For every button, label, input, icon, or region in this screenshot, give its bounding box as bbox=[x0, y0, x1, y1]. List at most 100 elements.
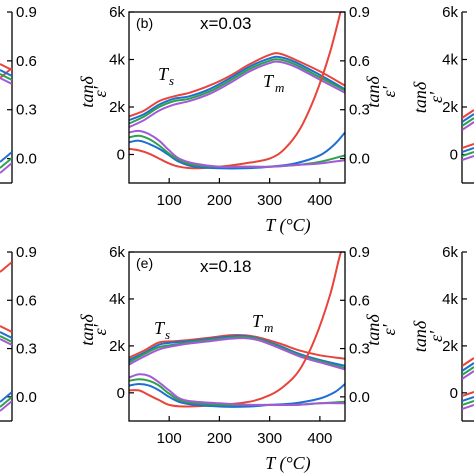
y-left-label: ε' bbox=[90, 85, 110, 97]
composition-annotation: x=0.18 bbox=[200, 257, 252, 276]
right-edge-stub bbox=[462, 151, 474, 157]
right-edge-stub bbox=[462, 121, 474, 131]
plot-frame bbox=[128, 251, 346, 422]
left-edge-stub bbox=[0, 157, 12, 169]
tan-line-0 bbox=[129, 252, 343, 408]
feature-label-tm: T m bbox=[252, 311, 273, 335]
svg-text:ε': ε' bbox=[90, 85, 110, 97]
x-tick-label: 400 bbox=[307, 192, 332, 209]
panel-b-plot: 100 200 300 400 0 2k 4k 6k 0.0 0.3 0.6 0.9 bbox=[109, 4, 370, 209]
y-left-tick-label: 6k bbox=[109, 244, 125, 261]
y-left-tick-label: 0 bbox=[117, 147, 125, 164]
left-edge-stub bbox=[0, 151, 12, 163]
right-edge-stub bbox=[462, 109, 474, 119]
left-edge-stub bbox=[0, 400, 12, 412]
right-edge-stub bbox=[462, 143, 474, 149]
panel-e-plot: 100 200 300 400 0 2k 4k 6k 0.0 0.3 0.6 0.9 bbox=[109, 244, 370, 447]
right-edge-tick-label: 4k bbox=[442, 52, 458, 69]
right-edge-tick-label: 0 bbox=[450, 385, 458, 402]
y-left-tick-label: 2k bbox=[109, 338, 125, 355]
svg-text:T: T bbox=[263, 71, 275, 91]
y-right-label: tanδ bbox=[77, 314, 97, 346]
left-edge-tick-label: 0.6 bbox=[16, 53, 37, 70]
feature-label-ts: T s bbox=[154, 318, 170, 342]
series-group bbox=[129, 12, 345, 170]
left-edge-stub bbox=[0, 338, 12, 346]
left-edge-stub bbox=[0, 261, 12, 273]
svg-text:m: m bbox=[275, 80, 284, 95]
permittivity-line-2 bbox=[129, 58, 345, 125]
right-edge-ylabel-eps: ε' bbox=[426, 91, 446, 103]
left-edge-panel-0: 0.0 0.3 0.6 0.9 bbox=[0, 4, 37, 184]
tan-line-3 bbox=[129, 373, 345, 407]
right-edge-tick-label: 2k bbox=[442, 99, 458, 116]
left-edge-stub bbox=[0, 69, 12, 77]
left-edge-stub bbox=[0, 73, 12, 81]
y-right-tick-label: 0.6 bbox=[349, 53, 370, 70]
x-axis-label: T (°C) bbox=[265, 215, 310, 236]
left-edge-stub bbox=[0, 77, 12, 85]
y-right-tick-label: 0.0 bbox=[349, 151, 370, 168]
right-edge-ylabel-eps-text: ε' bbox=[426, 330, 446, 342]
right-edge-ylabel-tan-text: tanδ bbox=[410, 81, 430, 113]
right-edge-tick-label: 6k bbox=[442, 4, 458, 21]
left-edge-tick-label: 0.0 bbox=[16, 389, 37, 406]
y-right-label: tanδ bbox=[77, 76, 97, 108]
svg-text:tanδ: tanδ bbox=[77, 314, 97, 346]
right-edge-ylabel-tan-text: tanδ bbox=[410, 320, 430, 352]
svg-text:m: m bbox=[264, 320, 273, 335]
right-edge-tick-label: 4k bbox=[442, 291, 458, 308]
y-right-tick-label: 0.9 bbox=[349, 4, 370, 21]
x-tick-label: 300 bbox=[257, 430, 282, 447]
right-edge-stub bbox=[462, 147, 474, 153]
y-right-tick-label: 0.0 bbox=[349, 389, 370, 406]
right-edge-stub bbox=[462, 113, 474, 123]
x-tick-label: 200 bbox=[207, 192, 232, 209]
tan-line-1 bbox=[129, 131, 345, 170]
left-edge-stub bbox=[0, 391, 12, 403]
y-right-label-right-axis: tanδ bbox=[363, 314, 383, 346]
series-group bbox=[129, 252, 345, 408]
x-tick-label: 300 bbox=[257, 192, 282, 209]
right-edge-stub bbox=[462, 362, 474, 372]
y-left-tick-label: 0 bbox=[117, 385, 125, 402]
chart-marks: 100 200 300 400 0 2k 4k 6k 0.0 0.3 0.6 0.9 0.0 0.3 0.6… bbox=[0, 4, 474, 447]
tan-line-1 bbox=[129, 382, 345, 408]
y-right-tick-label: 0.6 bbox=[349, 292, 370, 309]
y-right-tick-label: 0.3 bbox=[349, 341, 370, 358]
svg-text:T: T bbox=[158, 64, 170, 84]
svg-text:s: s bbox=[169, 73, 174, 88]
left-edge-series bbox=[0, 261, 12, 412]
left-edge-stub bbox=[0, 331, 12, 339]
feature-label-ts: T s bbox=[158, 64, 174, 88]
x-tick-label: 400 bbox=[307, 430, 332, 447]
y-left-tick-label: 4k bbox=[109, 291, 125, 308]
y-left-tick-label: 2k bbox=[109, 99, 125, 116]
left-edge-stub bbox=[0, 325, 12, 333]
right-edge-series bbox=[462, 357, 474, 410]
permittivity-line-2 bbox=[129, 335, 345, 370]
svg-text:tanδ: tanδ bbox=[77, 76, 97, 108]
left-edge-tick-label: 0.6 bbox=[16, 292, 37, 309]
right-edge-stub bbox=[462, 370, 474, 380]
x-tick-label: 100 bbox=[157, 192, 182, 209]
tan-line-3 bbox=[129, 129, 345, 168]
left-edge-tick-label: 0.9 bbox=[16, 244, 37, 261]
panel-b: (b) x=0.03 ε' tanδ ε' tanδ T (°C) T s T … bbox=[77, 14, 399, 236]
y-left-label-right-axis: ε' bbox=[379, 85, 399, 97]
svg-text:ε': ε' bbox=[90, 323, 110, 335]
left-edge-tick-label: 0.0 bbox=[16, 151, 37, 168]
left-edge-stub bbox=[0, 396, 12, 408]
permittivity-line-0 bbox=[129, 52, 345, 118]
right-edge-ylabel-eps: ε' bbox=[426, 330, 446, 342]
right-edge-ylabel-tan: tanδ bbox=[410, 320, 430, 352]
svg-text:s: s bbox=[165, 327, 170, 342]
left-edge-tick-label: 0.3 bbox=[16, 102, 37, 119]
left-edge-tick-label: 0.9 bbox=[16, 4, 37, 21]
right-edge-stub bbox=[462, 155, 474, 161]
svg-text:tanδ: tanδ bbox=[363, 314, 383, 346]
right-edge-stub bbox=[462, 366, 474, 376]
plot-frame bbox=[128, 11, 346, 184]
